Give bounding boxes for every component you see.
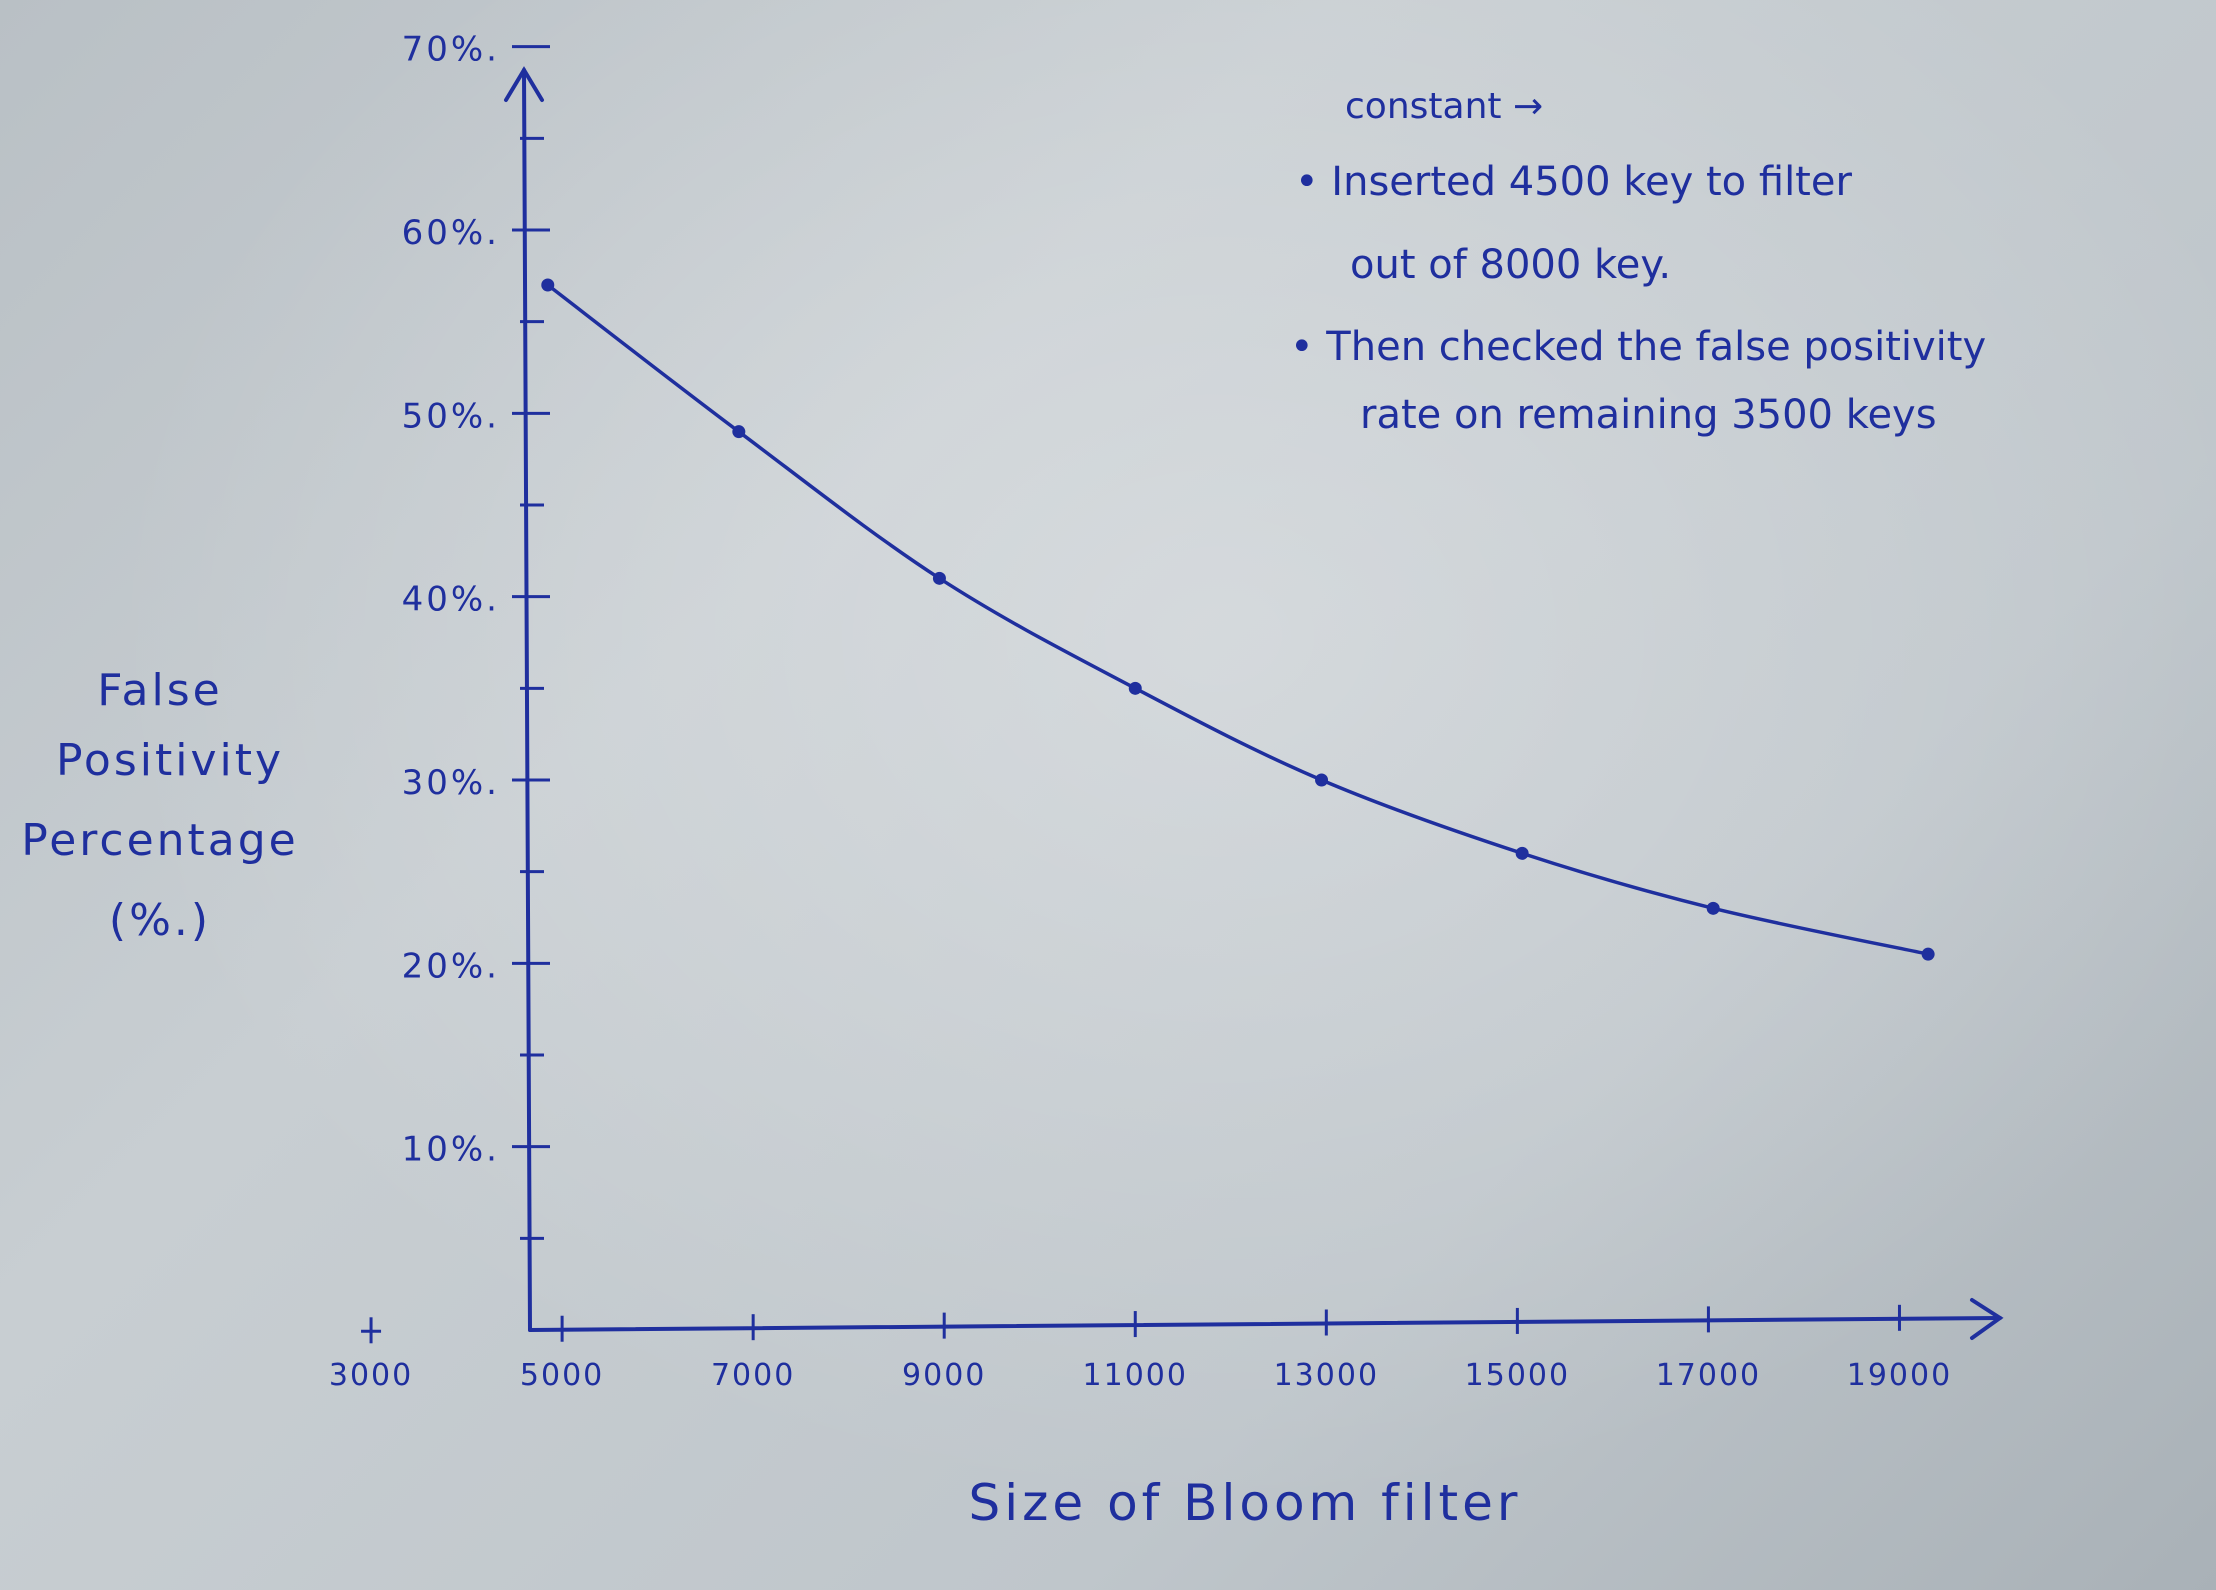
note-header: constant → bbox=[1345, 86, 1543, 127]
data-point bbox=[541, 278, 555, 292]
y-tick-label: 70%. bbox=[402, 30, 500, 70]
y-axis-line bbox=[522, 68, 532, 1332]
x-tick-label: 3000 bbox=[329, 1358, 413, 1393]
x-tick-label: 17000 bbox=[1656, 1358, 1761, 1393]
series-line bbox=[546, 283, 1930, 956]
x-tick-label: 11000 bbox=[1083, 1358, 1188, 1393]
data-point bbox=[1515, 846, 1529, 860]
note-line-1: • Inserted 4500 key to filter bbox=[1295, 159, 1852, 205]
y-tick-label: 20%. bbox=[402, 946, 500, 986]
data-point bbox=[932, 571, 946, 585]
data-point bbox=[1315, 773, 1329, 787]
y-axis-label-line: (%.) bbox=[109, 895, 211, 946]
y-tick-label: 50%. bbox=[402, 396, 500, 436]
y-tick-label: 60%. bbox=[402, 213, 500, 253]
data-point bbox=[1128, 681, 1142, 695]
data-point bbox=[1706, 901, 1720, 915]
data-point bbox=[1921, 947, 1935, 961]
data-point bbox=[732, 425, 746, 439]
y-axis-label-line: False bbox=[97, 665, 222, 716]
y-tick-label: 10%. bbox=[402, 1130, 500, 1170]
y-tick-label: 30%. bbox=[402, 763, 500, 803]
y-axis-arrow bbox=[504, 66, 544, 102]
y-axis-label-line: Percentage bbox=[21, 815, 299, 866]
y-tick-label: 40%. bbox=[402, 580, 500, 620]
note-line-4: rate on remaining 3500 keys bbox=[1360, 392, 1937, 438]
x-tick-label: 15000 bbox=[1465, 1358, 1570, 1393]
x-axis-label: Size of Bloom filter bbox=[969, 1474, 1522, 1532]
x-tick-label: 5000 bbox=[520, 1358, 604, 1393]
x-axis-arrow bbox=[1970, 1298, 2004, 1340]
note-line-3: • Then checked the false positivity bbox=[1290, 324, 1986, 370]
note-line-2: out of 8000 key. bbox=[1350, 242, 1671, 288]
x-tick-label: 7000 bbox=[711, 1358, 795, 1393]
y-axis-label-line: Positivity bbox=[56, 735, 284, 786]
x-tick-label: 13000 bbox=[1274, 1358, 1379, 1393]
x-axis-line bbox=[528, 1316, 2002, 1332]
x-tick-label: 19000 bbox=[1847, 1358, 1952, 1393]
x-tick-label: 9000 bbox=[902, 1358, 986, 1393]
